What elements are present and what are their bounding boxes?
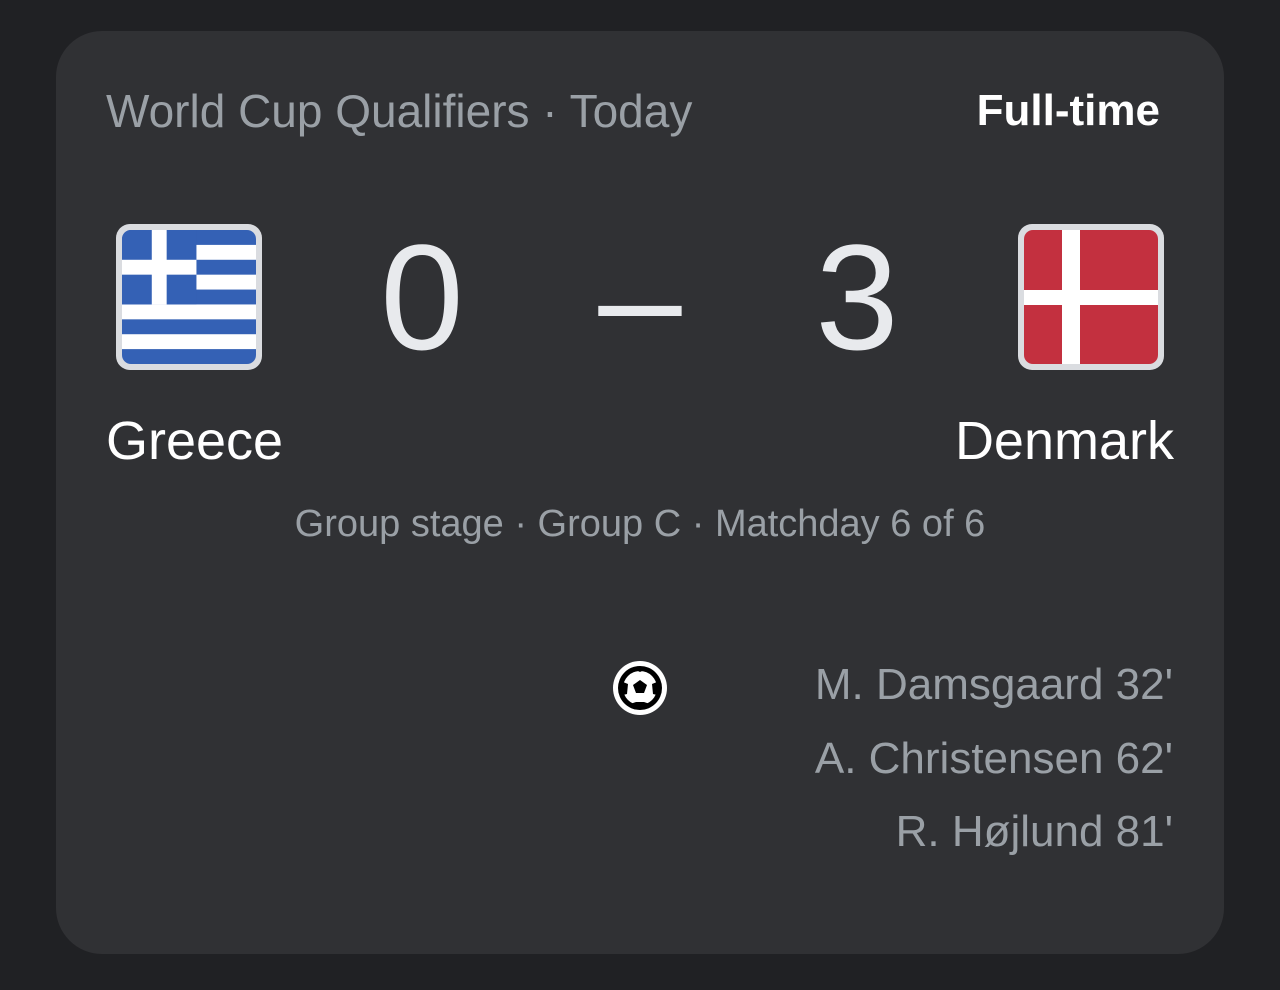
goal-scorer: R. Højlund 81' — [896, 807, 1173, 857]
home-score: 0 — [322, 212, 522, 382]
competition-label: World Cup Qualifiers · Today — [106, 84, 692, 138]
away-score: 3 — [757, 212, 957, 382]
goal-scorer: A. Christensen 62' — [815, 734, 1173, 784]
denmark-flag-icon — [1018, 224, 1164, 370]
stage-info: Group stage · Group C · Matchday 6 of 6 — [0, 503, 1280, 546]
goal-scorer: M. Damsgaard 32' — [815, 660, 1173, 710]
match-status: Full-time — [977, 86, 1160, 136]
away-team-name[interactable]: Denmark — [955, 410, 1174, 472]
home-team-name[interactable]: Greece — [106, 410, 283, 472]
greece-flag-icon — [116, 224, 262, 370]
soccer-ball-icon — [612, 660, 668, 716]
score-separator: – — [540, 212, 740, 382]
